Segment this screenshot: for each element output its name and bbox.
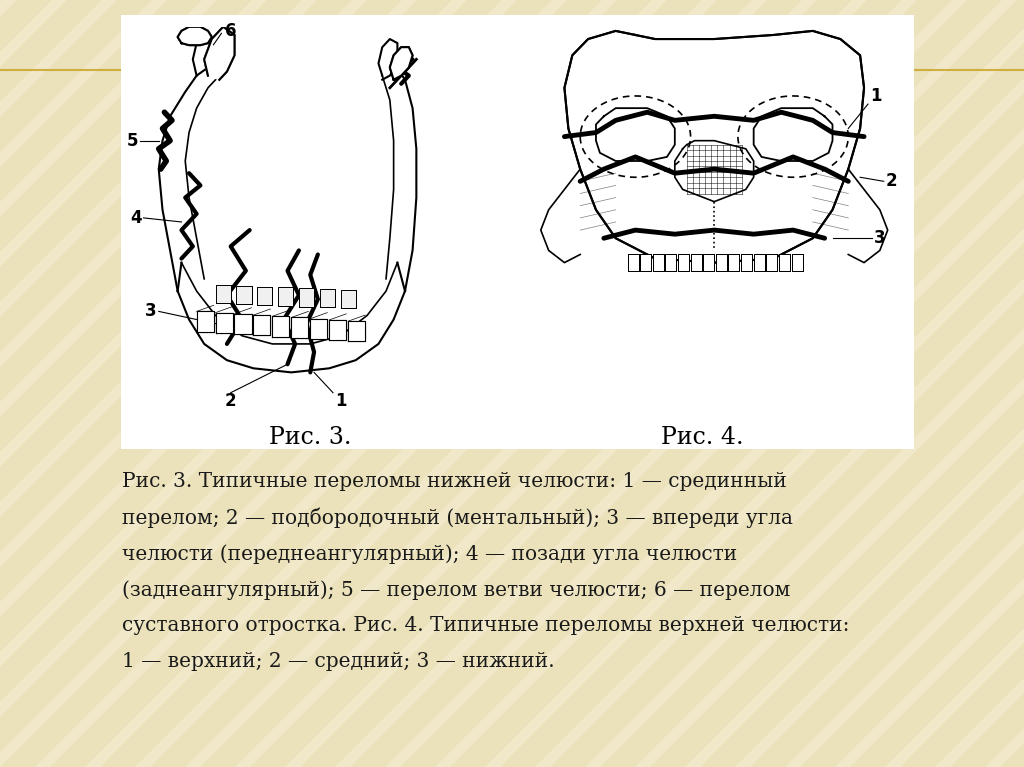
Polygon shape	[0, 0, 652, 767]
Polygon shape	[850, 0, 1024, 767]
Polygon shape	[628, 255, 639, 271]
Polygon shape	[319, 289, 335, 308]
Polygon shape	[341, 290, 355, 308]
Polygon shape	[0, 0, 552, 767]
Polygon shape	[950, 0, 1024, 767]
Polygon shape	[400, 0, 1024, 767]
Polygon shape	[0, 0, 152, 767]
Polygon shape	[0, 0, 2, 767]
Text: (заднеангулярный); 5 — перелом ветви челюсти; 6 — перелом: (заднеангулярный); 5 — перелом ветви чел…	[122, 580, 791, 600]
Polygon shape	[564, 31, 864, 262]
Text: перелом; 2 — подбородочный (ментальный); 3 — впереди угла: перелом; 2 — подбородочный (ментальный);…	[122, 508, 793, 528]
Polygon shape	[0, 0, 452, 767]
Text: 1: 1	[870, 87, 882, 105]
Polygon shape	[0, 0, 102, 767]
Polygon shape	[272, 316, 290, 337]
Polygon shape	[350, 0, 1024, 767]
Polygon shape	[678, 255, 689, 271]
Text: 5: 5	[126, 132, 138, 150]
Polygon shape	[250, 0, 1024, 767]
Text: суставного отростка. Рис. 4. Типичные переломы верхней челюсти:: суставного отростка. Рис. 4. Типичные пе…	[122, 616, 850, 635]
Polygon shape	[500, 0, 1024, 767]
Polygon shape	[754, 255, 765, 271]
Text: Рис. 3.: Рис. 3.	[268, 426, 351, 449]
Polygon shape	[150, 0, 952, 767]
Polygon shape	[728, 255, 739, 271]
Polygon shape	[390, 48, 413, 80]
Polygon shape	[716, 255, 727, 271]
Text: 2: 2	[886, 173, 897, 190]
Polygon shape	[279, 288, 293, 306]
Polygon shape	[0, 0, 352, 767]
Polygon shape	[600, 0, 1024, 767]
Polygon shape	[178, 27, 212, 45]
Polygon shape	[750, 0, 1024, 767]
Polygon shape	[0, 0, 302, 767]
Text: 6: 6	[225, 22, 237, 40]
Polygon shape	[666, 255, 677, 271]
Polygon shape	[766, 255, 777, 271]
Polygon shape	[215, 285, 230, 303]
Polygon shape	[197, 311, 214, 331]
Text: 4: 4	[130, 209, 141, 227]
Polygon shape	[254, 315, 270, 335]
Polygon shape	[640, 255, 651, 271]
Polygon shape	[50, 0, 852, 767]
Polygon shape	[100, 0, 902, 767]
Polygon shape	[200, 0, 1002, 767]
Polygon shape	[800, 0, 1024, 767]
Polygon shape	[310, 319, 328, 339]
Text: 3: 3	[145, 302, 157, 321]
Polygon shape	[330, 320, 346, 341]
Polygon shape	[690, 255, 701, 271]
Polygon shape	[0, 0, 802, 767]
Polygon shape	[0, 0, 702, 767]
Polygon shape	[779, 255, 790, 271]
Bar	[121, 15, 914, 449]
Text: Рис. 3. Типичные переломы нижней челюсти: 1 — срединный: Рис. 3. Типичные переломы нижней челюсти…	[122, 472, 786, 491]
Polygon shape	[650, 0, 1024, 767]
Text: 3: 3	[874, 229, 886, 247]
Polygon shape	[299, 288, 314, 307]
Polygon shape	[700, 0, 1024, 767]
Polygon shape	[300, 0, 1024, 767]
Text: 1: 1	[335, 392, 346, 410]
Polygon shape	[0, 0, 202, 767]
Polygon shape	[703, 255, 715, 271]
Polygon shape	[0, 0, 52, 767]
Polygon shape	[0, 0, 252, 767]
Text: 2: 2	[225, 392, 237, 410]
Polygon shape	[215, 313, 232, 333]
Text: челюсти (переднеангулярный); 4 — позади угла челюсти: челюсти (переднеангулярный); 4 — позади …	[122, 544, 737, 564]
Polygon shape	[234, 314, 252, 334]
Polygon shape	[900, 0, 1024, 767]
Polygon shape	[652, 255, 664, 271]
Polygon shape	[0, 0, 502, 767]
Polygon shape	[0, 0, 602, 767]
Polygon shape	[257, 287, 272, 305]
Polygon shape	[0, 0, 752, 767]
Text: 1 — верхний; 2 — средний; 3 — нижний.: 1 — верхний; 2 — средний; 3 — нижний.	[122, 652, 555, 671]
Polygon shape	[204, 27, 234, 80]
Polygon shape	[291, 318, 308, 337]
Polygon shape	[741, 255, 752, 271]
Polygon shape	[348, 321, 366, 341]
Polygon shape	[450, 0, 1024, 767]
Text: Рис. 4.: Рис. 4.	[660, 426, 743, 449]
Polygon shape	[550, 0, 1024, 767]
Polygon shape	[237, 286, 252, 304]
Polygon shape	[1000, 0, 1024, 767]
Polygon shape	[0, 0, 402, 767]
Polygon shape	[792, 255, 803, 271]
